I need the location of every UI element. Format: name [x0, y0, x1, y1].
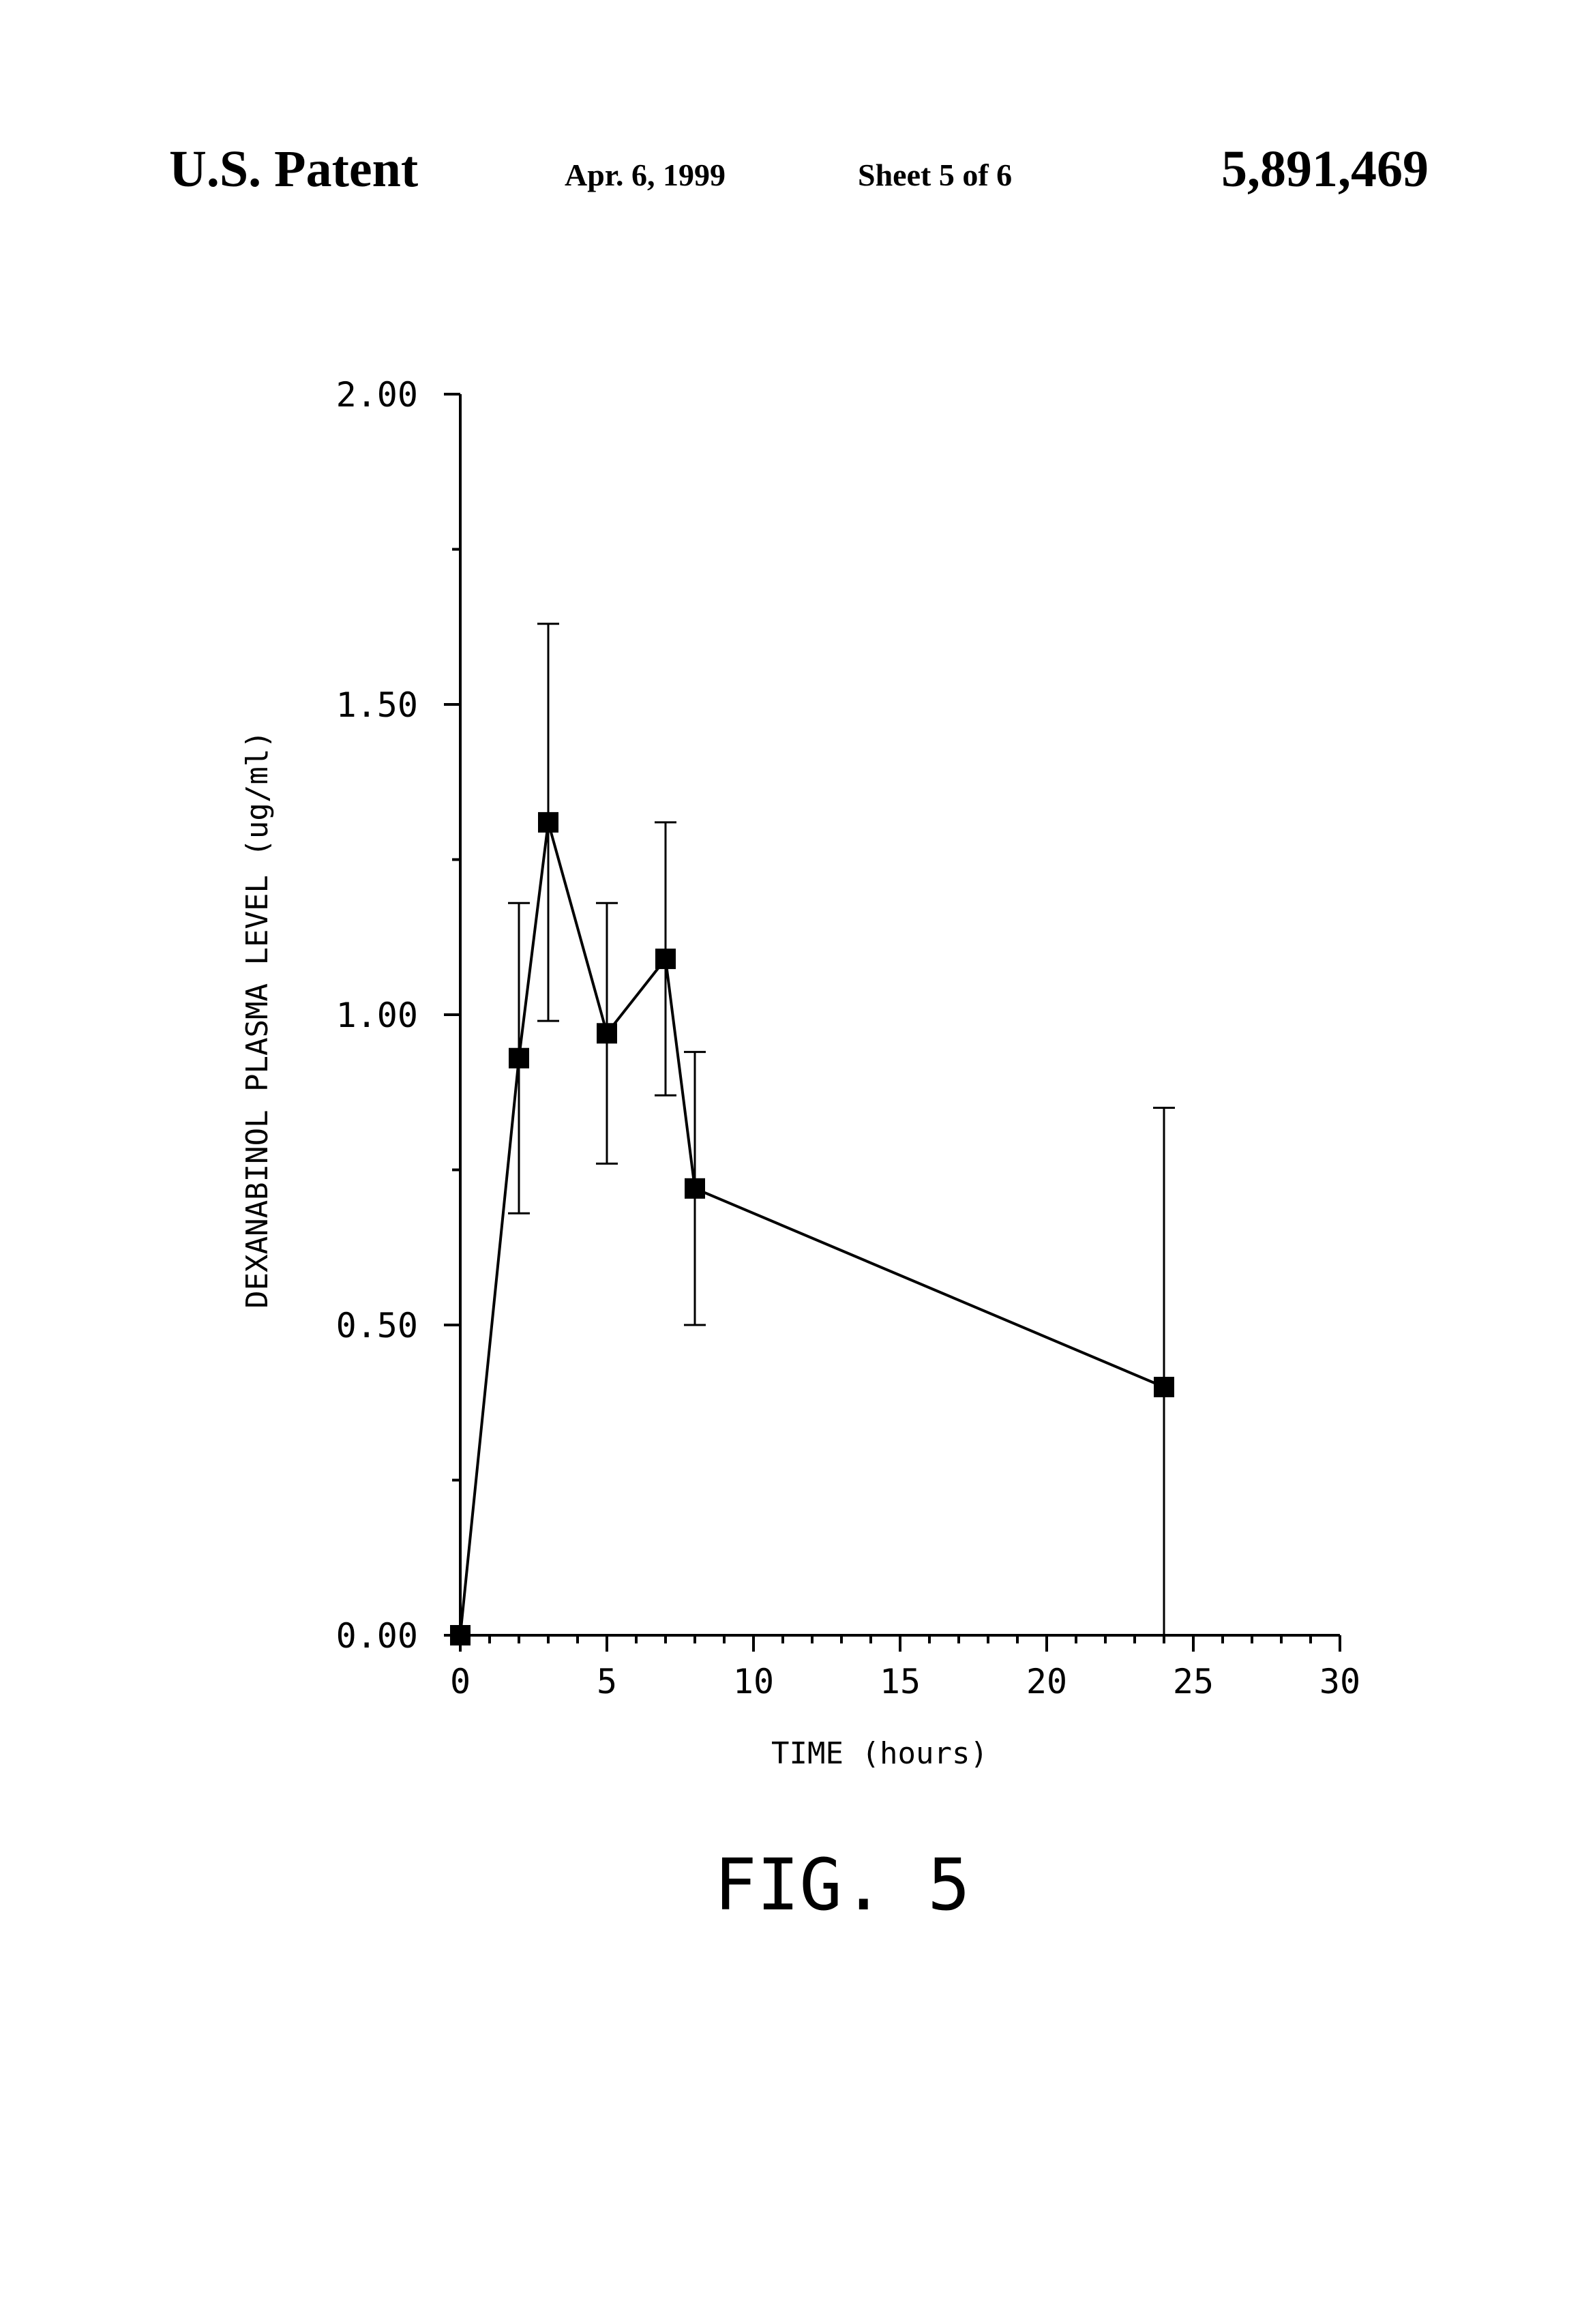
data-point: [538, 812, 558, 833]
chart-axes: [460, 394, 1340, 1635]
data-markers: [450, 812, 1174, 1645]
data-point: [450, 1625, 471, 1645]
y-tick-label: 0.00: [336, 1616, 418, 1656]
data-point: [655, 949, 676, 969]
data-point: [509, 1048, 529, 1069]
x-tick-label: 25: [1173, 1662, 1214, 1701]
series-line-group: [460, 822, 1164, 1635]
x-axis-ticks: 0 5 10 15 20 25 30: [450, 1635, 1360, 1701]
x-tick-label: 10: [733, 1662, 774, 1701]
y-axis-label: DEXANABINOL PLASMA LEVEL (ug/ml): [240, 730, 275, 1309]
figure-label: FIG. 5: [714, 1843, 970, 1926]
error-bars: [508, 624, 1175, 1635]
x-tick-label: 30: [1319, 1662, 1360, 1701]
y-tick-label: 1.50: [336, 685, 418, 725]
x-tick-label: 20: [1026, 1662, 1067, 1701]
series-line: [460, 822, 1164, 1635]
data-point: [597, 1023, 617, 1043]
y-tick-label: 2.00: [336, 375, 418, 415]
x-axis-label: TIME (hours): [771, 1736, 988, 1771]
y-axis-ticks: 0.00 0.50 1.00 1.50 2.00: [336, 375, 460, 1656]
data-point: [1154, 1377, 1174, 1397]
y-tick-label: 0.50: [336, 1306, 418, 1345]
y-tick-label: 1.00: [336, 996, 418, 1035]
x-tick-label: 15: [880, 1662, 921, 1701]
x-tick-label: 0: [450, 1662, 471, 1701]
data-point: [685, 1178, 705, 1199]
x-tick-label: 5: [597, 1662, 617, 1701]
